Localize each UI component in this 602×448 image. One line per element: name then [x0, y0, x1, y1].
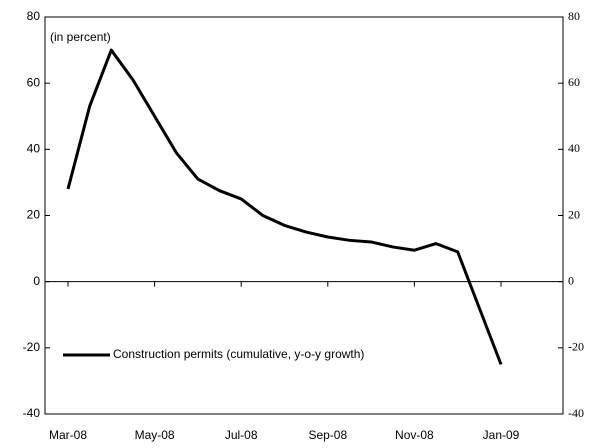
y-tick-label: 0: [33, 274, 40, 288]
line-series: [66, 48, 503, 365]
y2-tick-label: 0: [568, 273, 574, 287]
y-tick-label: 40: [27, 142, 41, 156]
y2-tick-label: 80: [568, 9, 580, 23]
x-tick-label: Jan-09: [483, 428, 520, 442]
x-tick-label: Jul-08: [225, 428, 258, 442]
y-tick-label: -20: [23, 340, 41, 354]
y2-tick-label: 20: [568, 207, 580, 221]
y-tick-label: 80: [27, 9, 41, 23]
y-tick-label: 60: [27, 75, 41, 89]
y-tick-label: -40: [23, 406, 41, 420]
y2-tick-label: -20: [568, 340, 584, 354]
y2-tick-label: 60: [568, 75, 580, 89]
x-tick-label: Mar-08: [49, 428, 87, 442]
x-tick-label: Nov-08: [395, 428, 434, 442]
y-tick-label: 20: [27, 208, 41, 222]
x-tick-label: Sep-08: [308, 428, 347, 442]
legend-label: Construction permits (cumulative, y-o-y …: [113, 347, 364, 361]
annotation: (in percent): [50, 30, 111, 44]
x-tick-label: May-08: [135, 428, 175, 442]
y2-tick-label: 40: [568, 141, 580, 155]
y2-tick-label: -40: [568, 406, 584, 420]
